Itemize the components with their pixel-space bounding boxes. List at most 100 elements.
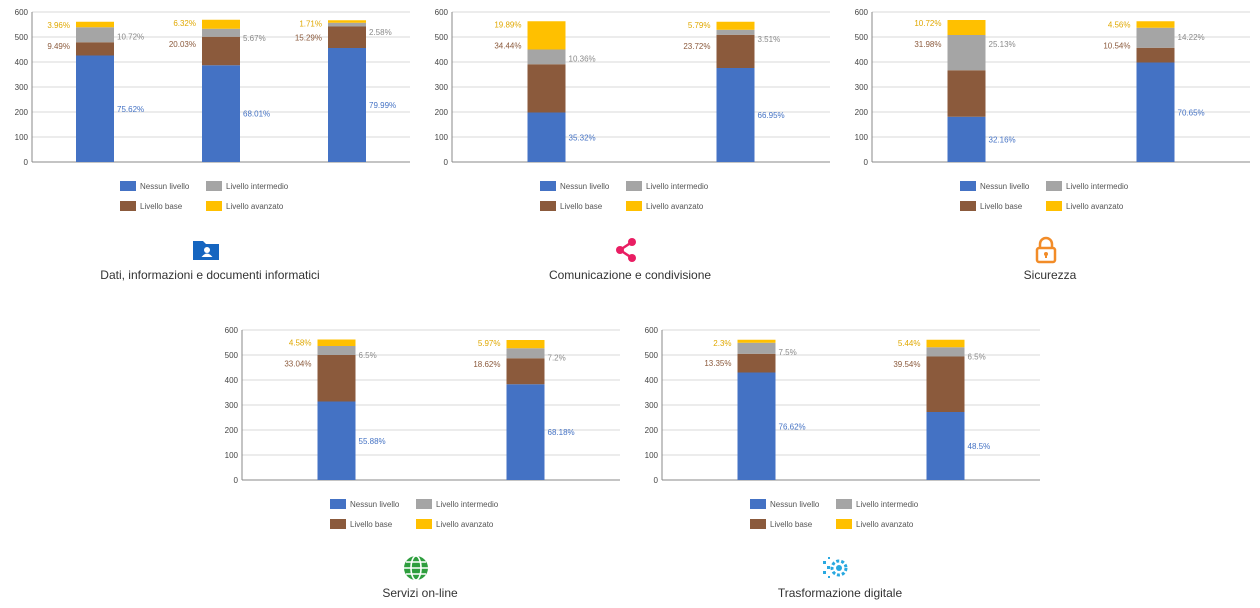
- bar-segment: [527, 112, 566, 162]
- y-tick-label: 600: [435, 8, 449, 17]
- y-tick-label: 400: [225, 376, 239, 385]
- bar-segment: [737, 339, 776, 343]
- y-tick-label: 100: [645, 451, 659, 460]
- legend-item: Nessun livello: [330, 499, 399, 509]
- lock-icon: [1030, 234, 1062, 266]
- bar-segment: [76, 27, 114, 43]
- y-tick-label: 500: [15, 33, 29, 42]
- chart-caption: Dati, informazioni e documenti informati…: [100, 268, 320, 282]
- y-tick-label: 600: [225, 326, 239, 335]
- data-label-avanzato: 1.71%: [299, 19, 322, 28]
- bar-segment: [506, 384, 545, 480]
- data-label-base: 23.72%: [683, 42, 710, 51]
- stacked-bar-chart: 0 100 200 300 400 500 600 76.62% 7.5% 13.35% 2.3% 4…: [645, 326, 1040, 485]
- y-tick-label: 600: [645, 326, 659, 335]
- data-label-intermedio: 10.72%: [117, 32, 144, 41]
- y-tick-label: 400: [15, 58, 29, 67]
- bar-segment: [926, 412, 965, 480]
- stacked-bar-chart: 0 100 200 300 400 500 600 55.88% 6.5% 33.04% 4.58%…: [225, 326, 620, 485]
- chart-legend: Nessun livello Livello intermedio Livell…: [960, 181, 1180, 221]
- legend-item: Livello base: [960, 201, 1022, 211]
- data-label-nessun: 75.62%: [117, 105, 144, 114]
- data-label-intermedio: 10.36%: [569, 55, 596, 64]
- data-label-intermedio: 14.22%: [1178, 33, 1205, 42]
- y-tick-label: 500: [855, 33, 869, 42]
- data-label-avanzato: 5.97%: [478, 339, 501, 348]
- data-label-intermedio: 7.2%: [548, 353, 566, 362]
- bar-segment: [76, 42, 114, 56]
- data-label-nessun: 35.32%: [569, 133, 596, 142]
- digital-transformation-icon: [820, 552, 852, 584]
- legend-item: Livello avanzato: [836, 519, 913, 529]
- bar-segment: [716, 29, 755, 35]
- bar-segment: [328, 48, 366, 162]
- bar-segment: [317, 339, 356, 346]
- bar-segment: [202, 36, 240, 66]
- y-tick-label: 0: [654, 476, 659, 485]
- chart-caption: Sicurezza: [1023, 268, 1077, 282]
- data-label-nessun: 76.62%: [779, 422, 806, 431]
- bar-segment: [1136, 21, 1175, 28]
- y-tick-label: 0: [444, 158, 449, 167]
- chart-legend: Nessun livello Livello intermedio Livell…: [750, 499, 970, 539]
- legend-item: Nessun livello: [750, 499, 819, 509]
- y-tick-label: 400: [645, 376, 659, 385]
- bar-segment: [527, 49, 566, 65]
- data-label-base: 13.35%: [704, 359, 731, 368]
- y-tick-label: 600: [15, 8, 29, 17]
- bar-segment: [947, 70, 986, 117]
- y-tick-label: 300: [15, 83, 29, 92]
- bar-segment: [506, 358, 545, 385]
- bar-segment: [202, 65, 240, 162]
- legend-item: Livello base: [540, 201, 602, 211]
- y-tick-label: 300: [435, 83, 449, 92]
- bar-segment: [716, 21, 755, 30]
- y-tick-label: 600: [855, 8, 869, 17]
- data-label-nessun: 68.01%: [243, 110, 270, 119]
- bar-segment: [76, 21, 114, 28]
- chart-panel-sicurezza: 0 100 200 300 400 500 600 32.16% 25.13% 31.98% 10.…: [840, 0, 1260, 290]
- bar-segment: [716, 34, 755, 68]
- bar-segment: [1136, 62, 1175, 162]
- bar-segment: [926, 347, 965, 357]
- data-label-intermedio: 6.5%: [968, 352, 986, 361]
- bar-segment: [926, 356, 965, 412]
- bar-segment: [328, 20, 366, 23]
- legend-item: Livello base: [330, 519, 392, 529]
- bar-segment: [947, 116, 986, 162]
- legend-item: Livello intermedio: [416, 499, 498, 509]
- y-tick-label: 0: [234, 476, 239, 485]
- bar-segment: [947, 35, 986, 71]
- stacked-bar-chart: 0 100 200 300 400 500 600 32.16% 25.13% 31.98% 10.…: [855, 8, 1250, 167]
- data-label-avanzato: 5.44%: [898, 339, 921, 348]
- y-tick-label: 400: [855, 58, 869, 67]
- data-label-avanzato: 3.96%: [47, 21, 70, 30]
- legend-item: Nessun livello: [120, 181, 189, 191]
- data-label-base: 20.03%: [169, 40, 196, 49]
- data-label-base: 39.54%: [893, 360, 920, 369]
- chart-panel-dati: 0 100 200 300 400 500 600 75.62% 10.72% 9.49% 3.96…: [0, 0, 420, 290]
- folder-user-icon: [190, 234, 222, 266]
- bar-segment: [716, 68, 755, 162]
- bar-segment: [926, 339, 965, 348]
- data-label-base: 18.62%: [473, 360, 500, 369]
- data-label-intermedio: 5.67%: [243, 34, 266, 43]
- data-label-nessun: 66.95%: [758, 111, 785, 120]
- bar-segment: [737, 372, 776, 480]
- chart-panel-servizi: 0 100 200 300 400 500 600 55.88% 6.5% 33.04% 4.58%…: [210, 318, 630, 608]
- bar-segment: [202, 28, 240, 37]
- data-label-avanzato: 5.79%: [688, 21, 711, 30]
- legend-item: Livello base: [750, 519, 812, 529]
- stacked-bar-chart: 0 100 200 300 400 500 600 35.32% 10.36% 34.44% 19.…: [435, 8, 830, 167]
- data-label-nessun: 48.5%: [968, 442, 991, 451]
- y-tick-label: 100: [855, 133, 869, 142]
- y-tick-label: 200: [225, 426, 239, 435]
- bar-segment: [737, 342, 776, 354]
- chart-legend: Nessun livello Livello intermedio Livell…: [540, 181, 760, 221]
- bar-segment: [506, 340, 545, 349]
- bar-segment: [317, 401, 356, 480]
- data-label-base: 34.44%: [494, 41, 521, 50]
- data-label-base: 9.49%: [47, 42, 70, 51]
- bar-segment: [947, 20, 986, 35]
- bar-segment: [527, 64, 566, 113]
